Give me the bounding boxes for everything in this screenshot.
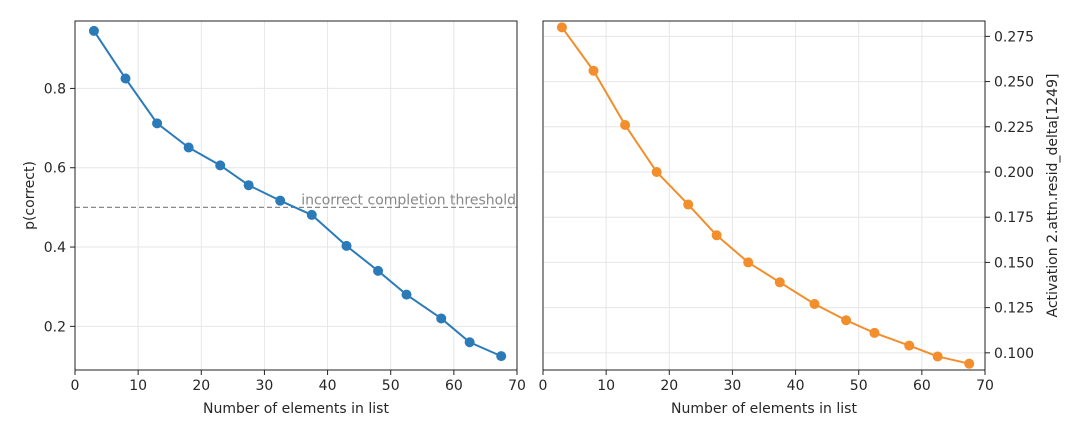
data-point — [496, 351, 507, 362]
right-chart-panel: 0 10 20 30 40 50 60 700.100 0.125 0.150 0.175 0.200… — [539, 20, 1061, 417]
x-tick-label: 60 — [913, 378, 931, 394]
series-line — [93, 30, 502, 358]
data-point — [243, 180, 254, 191]
y-tick-label: 0.4 — [44, 240, 66, 256]
data-point — [152, 118, 163, 129]
plot-frame — [542, 20, 986, 371]
y-tick-label: 0.125 — [994, 301, 1034, 317]
data-point — [841, 315, 852, 326]
x-tick-label: 30 — [256, 378, 274, 394]
x-tick-label: 20 — [192, 378, 210, 394]
data-point — [809, 298, 820, 309]
data-point — [651, 166, 662, 177]
y-tick-label: 0.200 — [994, 165, 1034, 181]
data-point — [711, 230, 722, 241]
y-tick-label: 0.175 — [994, 210, 1034, 226]
y-tick-label: 0.6 — [44, 161, 66, 177]
x-tick-label: 30 — [724, 378, 742, 394]
x-tick-label: 40 — [319, 378, 337, 394]
data-point — [683, 199, 694, 210]
data-point — [88, 25, 99, 36]
x-axis-label: Number of elements in list — [203, 401, 389, 417]
x-axis-label: Number of elements in list — [671, 401, 857, 417]
data-point — [401, 289, 412, 300]
data-point — [436, 313, 447, 324]
y-tick-label: 0.225 — [994, 120, 1034, 136]
data-point — [869, 327, 880, 338]
data-point — [215, 160, 226, 171]
data-point — [774, 277, 785, 288]
data-point — [904, 340, 915, 351]
x-tick-label: 50 — [382, 378, 400, 394]
data-point — [275, 195, 286, 206]
y-tick-label: 0.2 — [44, 319, 66, 335]
series-line — [561, 26, 970, 365]
x-tick-label: 70 — [508, 378, 526, 394]
y-axis-label: p(correct) — [22, 161, 38, 230]
data-point — [373, 265, 384, 276]
x-tick-label: 70 — [976, 378, 994, 394]
data-point — [306, 209, 317, 220]
x-tick-label: 40 — [787, 378, 805, 394]
y-axis-label: Activation 2.attn.resid_delta[1249] — [1045, 74, 1061, 318]
x-tick-label: 10 — [129, 378, 147, 394]
data-point — [743, 257, 754, 268]
data-point — [341, 240, 352, 251]
data-point — [556, 22, 567, 33]
data-point — [964, 358, 975, 369]
data-point — [620, 119, 631, 130]
threshold-label: incorrect completion threshold — [301, 192, 516, 208]
data-point — [120, 73, 131, 84]
x-tick-label: 0 — [539, 378, 548, 394]
x-tick-label: 10 — [597, 378, 615, 394]
y-tick-label: 0.250 — [994, 75, 1034, 91]
y-tick-label: 0.100 — [994, 346, 1034, 362]
plot-frame — [74, 20, 518, 371]
data-point — [932, 351, 943, 362]
y-tick-label: 0.275 — [994, 29, 1034, 45]
x-tick-label: 60 — [445, 378, 463, 394]
data-point — [183, 142, 194, 153]
x-tick-label: 20 — [660, 378, 678, 394]
y-tick-label: 0.150 — [994, 255, 1034, 271]
left-chart-panel: incorrect completion threshold 0 10 20 30 40 5… — [22, 20, 526, 417]
x-tick-label: 0 — [71, 378, 80, 394]
data-point — [464, 337, 475, 348]
x-tick-label: 50 — [850, 378, 868, 394]
y-tick-label: 0.8 — [44, 81, 66, 97]
data-point — [588, 65, 599, 76]
